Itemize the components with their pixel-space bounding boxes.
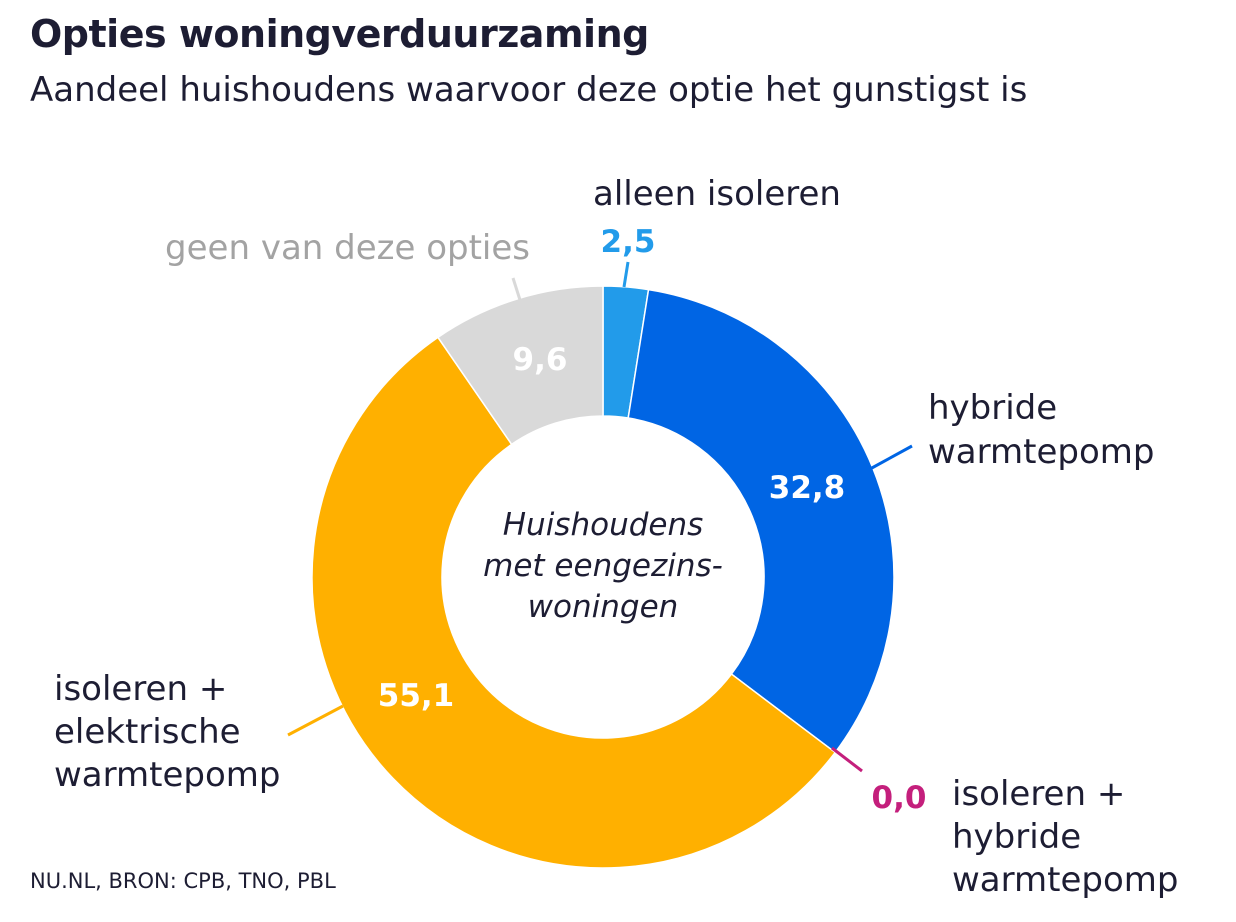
value-label-alleen-isoleren: 2,5: [601, 224, 656, 260]
source-note: NU.NL, BRON: CPB, TNO, PBL: [30, 869, 336, 893]
donut-slices: [311, 285, 895, 869]
slice-isoleren-elektrisch: [311, 336, 837, 869]
center-label: Huishoudens met eengezins-woningen: [483, 507, 723, 625]
category-label-isoleren-hybride: isoleren + hybride warmtepomp: [952, 774, 1178, 900]
value-label-geen: 9,6: [513, 342, 568, 378]
value-label-hybride-warmtepomp: 32,8: [769, 470, 846, 506]
leader-line-geen: [511, 277, 522, 301]
slice-geen: [436, 285, 604, 446]
category-label-isoleren-elektrisch: isoleren + elektrische warmtepomp: [54, 669, 280, 795]
category-label-alleen-isoleren: alleen isoleren: [593, 174, 841, 214]
value-label-isoleren-hybride: 0,0: [872, 780, 927, 816]
category-label-hybride-warmtepomp: hybride warmtepomp: [928, 388, 1154, 472]
leader-line-isoleren-hybride: [831, 746, 863, 773]
leader-lines: [287, 261, 913, 773]
leader-line-isoleren-elektrisch: [287, 704, 344, 737]
value-label-isoleren-elektrisch: 55,1: [378, 678, 455, 714]
chart-subtitle: Aandeel huishoudens waarvoor deze optie …: [30, 70, 1028, 110]
category-label-geen: geen van deze opties: [165, 228, 530, 268]
slice-hybride-warmtepomp: [627, 288, 895, 754]
leader-line-alleen-isoleren: [622, 261, 630, 288]
leader-line-hybride-warmtepomp: [869, 444, 913, 471]
chart-title: Opties woningverduurzaming: [30, 12, 649, 56]
slice-labels: 2,5 alleen isoleren 32,8 hybride warmtepomp 0…: [54, 174, 1178, 900]
